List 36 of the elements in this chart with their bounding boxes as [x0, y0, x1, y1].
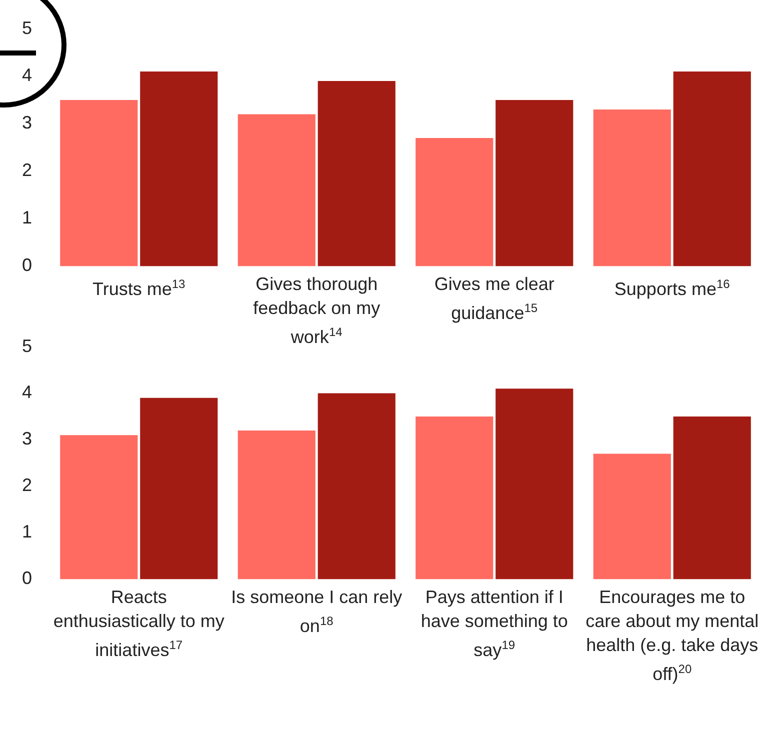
x-tick-label: Gives me clear guidance$^{15}$ — [433, 273, 556, 326]
y-tick-label: 2 — [22, 475, 32, 496]
x-tick-label: Reacts enthusiastically to my initiatives$^{17}$ — [52, 586, 226, 662]
x-tick-label: Is someone I can rely on$^{18}$ — [230, 586, 404, 638]
y-tick-label: 3 — [22, 428, 32, 449]
bar — [238, 430, 316, 580]
x-tick-label: Encourages me to care about my mental health (e.g. take days off)$^{20}$ — [585, 586, 759, 686]
y-tick-label: 4 — [22, 65, 32, 86]
bar — [318, 393, 396, 580]
bar — [416, 138, 494, 266]
bar — [60, 435, 138, 580]
y-tick-label: 4 — [22, 382, 32, 402]
bar — [60, 100, 138, 266]
y-tick-label: 1 — [22, 522, 32, 542]
bar — [416, 416, 494, 580]
bar — [593, 110, 671, 266]
bar — [673, 416, 751, 580]
bar — [496, 100, 574, 266]
x-tick-label: Pays attention if I have something to say$^{19}$ — [420, 586, 569, 662]
bar — [318, 81, 396, 266]
y-tick-label: 5 — [22, 336, 32, 356]
y-tick-label: 2 — [22, 160, 32, 180]
x-tick-label: Supports me$^{16}$ — [613, 276, 731, 302]
x-tick-label: Gives thorough feedback on my work$^{14}$ — [252, 273, 382, 350]
y-tick-label: 0 — [22, 568, 32, 588]
y-tick-label: 3 — [22, 112, 32, 133]
y-tick-label: 1 — [22, 208, 32, 228]
x-tick-label: Trusts me$^{13}$ — [92, 276, 186, 302]
bar — [140, 398, 218, 580]
y-tick-label: 5 — [22, 18, 32, 38]
bar — [238, 114, 316, 266]
bar — [140, 72, 218, 266]
bar — [593, 454, 671, 580]
bar — [673, 72, 751, 266]
bar — [496, 388, 574, 580]
y-tick-label: 0 — [22, 255, 32, 276]
